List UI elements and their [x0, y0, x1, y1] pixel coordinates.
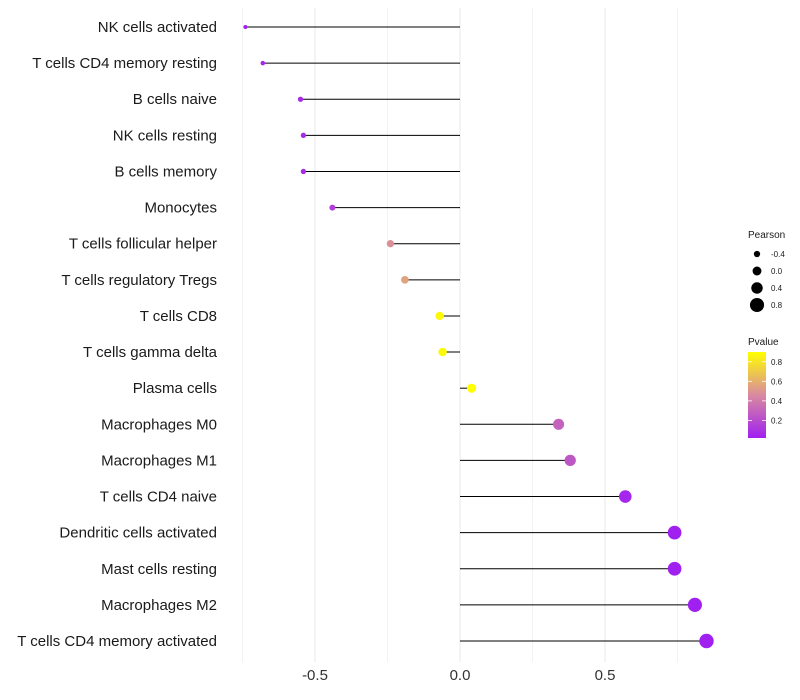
point: [467, 383, 477, 393]
size-legend-key: [752, 266, 762, 276]
category-label: T cells follicular helper: [69, 236, 217, 253]
size-legend-key: [753, 250, 761, 258]
point: [435, 311, 444, 321]
points: [243, 24, 714, 649]
point: [329, 204, 336, 211]
color-legend-label: 0.4: [771, 397, 783, 406]
x-axis-ticks: -0.5 0.0 0.5: [302, 667, 615, 684]
category-label: Macrophages M0: [101, 416, 217, 433]
point: [553, 418, 565, 430]
point: [667, 561, 682, 576]
point: [699, 633, 714, 649]
point: [300, 132, 307, 139]
category-label: T cells CD4 memory resting: [32, 55, 217, 72]
category-label: NK cells activated: [98, 19, 217, 36]
point: [438, 347, 447, 357]
gridlines: [242, 8, 678, 662]
size-legend-key: [751, 282, 763, 294]
color-legend-bar: [748, 352, 766, 438]
category-label: T cells CD8: [140, 308, 217, 325]
category-label: T cells regulatory Tregs: [61, 272, 217, 289]
size-legend-label: 0.0: [771, 267, 783, 276]
x-tick-label: 0.5: [595, 667, 616, 684]
color-legend: Pvalue 0.2 0.4 0.6 0.8: [748, 337, 783, 438]
point: [564, 454, 576, 467]
category-label: Dendritic cells activated: [59, 525, 217, 542]
category-labels: NK cells activated T cells CD4 memory res…: [17, 19, 217, 650]
category-label: Mast cells resting: [101, 561, 217, 578]
stems: [245, 26, 707, 642]
point: [297, 96, 304, 102]
color-legend-title: Pvalue: [748, 337, 779, 348]
size-legend-label: -0.4: [771, 250, 785, 259]
category-label: NK cells resting: [113, 127, 217, 144]
point: [687, 597, 702, 612]
category-label: T cells CD4 naive: [100, 489, 217, 506]
point: [386, 240, 395, 248]
category-label: Plasma cells: [133, 380, 217, 397]
point: [243, 24, 248, 30]
size-legend-key: [749, 297, 765, 313]
size-legend-title: Pearson: [748, 230, 785, 241]
category-label: Monocytes: [144, 200, 217, 217]
size-legend-label: 0.4: [771, 284, 783, 293]
category-label: B cells memory: [114, 163, 217, 180]
point: [667, 525, 682, 540]
category-label: Macrophages M2: [101, 597, 217, 614]
point: [260, 60, 266, 66]
category-label: B cells naive: [133, 91, 217, 108]
category-label: T cells gamma delta: [83, 344, 218, 361]
point: [619, 490, 632, 503]
color-legend-label: 0.8: [771, 358, 783, 367]
category-label: T cells CD4 memory activated: [17, 633, 217, 650]
size-legend-label: 0.8: [771, 301, 783, 310]
point: [401, 276, 409, 284]
x-tick-label: 0.0: [450, 667, 471, 684]
x-tick-label: -0.5: [302, 667, 328, 684]
color-legend-label: 0.2: [771, 416, 783, 425]
category-label: Macrophages M1: [101, 452, 217, 469]
size-legend: Pearson -0.4 0.0 0.4 0.8: [748, 230, 785, 313]
color-legend-label: 0.6: [771, 377, 783, 386]
point: [300, 168, 307, 175]
